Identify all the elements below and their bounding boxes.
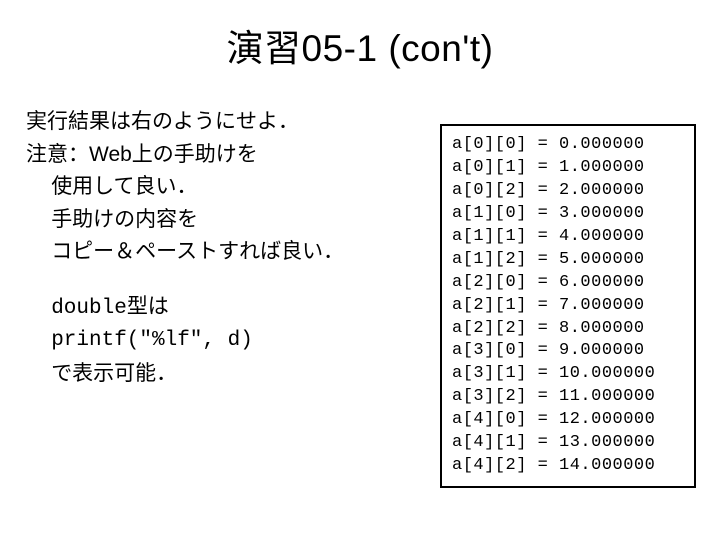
- output-row: a[0][1] = 1.000000: [452, 157, 684, 180]
- output-row: a[2][0] = 6.000000: [452, 272, 684, 295]
- p1-line5: コピー＆ペーストすれば良い．: [26, 236, 436, 269]
- p2-line2: printf("%lf", d): [26, 325, 436, 358]
- output-row: a[1][0] = 3.000000: [452, 203, 684, 226]
- p2-line1-rest: 型は: [127, 295, 169, 318]
- paragraph-1: 実行結果は右のようにせよ． 注意：Web上の手助けを 使用して良い． 手助けの内…: [26, 106, 436, 269]
- p1-line2: 注意：Web上の手助けを: [26, 143, 258, 166]
- p1-line1: 実行結果は右のようにせよ．: [26, 110, 299, 133]
- slide-title: 演習05-1 (con't): [24, 18, 696, 72]
- slide: 演習05-1 (con't) 実行結果は右のようにせよ． 注意：Web上の手助け…: [0, 0, 720, 540]
- output-row: a[1][1] = 4.000000: [452, 226, 684, 249]
- output-box: a[0][0] = 0.000000 a[0][1] = 1.000000 a[…: [440, 124, 696, 488]
- output-row: a[2][2] = 8.000000: [452, 318, 684, 341]
- p2-line1-mono: double: [51, 297, 127, 320]
- output-row: a[1][2] = 5.000000: [452, 249, 684, 272]
- output-row: a[4][0] = 12.000000: [452, 409, 684, 432]
- output-row: a[0][2] = 2.000000: [452, 180, 684, 203]
- p1-line4: 手助けの内容を: [26, 204, 436, 237]
- output-row: a[3][2] = 11.000000: [452, 386, 684, 409]
- output-row: a[4][1] = 13.000000: [452, 432, 684, 455]
- p1-line3: 使用して良い．: [26, 171, 436, 204]
- p2-line1: double型は: [26, 291, 436, 326]
- p2-line3: で表示可能．: [26, 358, 436, 391]
- output-row: a[2][1] = 7.000000: [452, 295, 684, 318]
- output-row: a[0][0] = 0.000000: [452, 134, 684, 157]
- body-text: 実行結果は右のようにせよ． 注意：Web上の手助けを 使用して良い． 手助けの内…: [26, 106, 436, 412]
- output-row: a[3][0] = 9.000000: [452, 340, 684, 363]
- output-row: a[4][2] = 14.000000: [452, 455, 684, 478]
- output-row: a[3][1] = 10.000000: [452, 363, 684, 386]
- paragraph-2: double型は printf("%lf", d) で表示可能．: [26, 291, 436, 391]
